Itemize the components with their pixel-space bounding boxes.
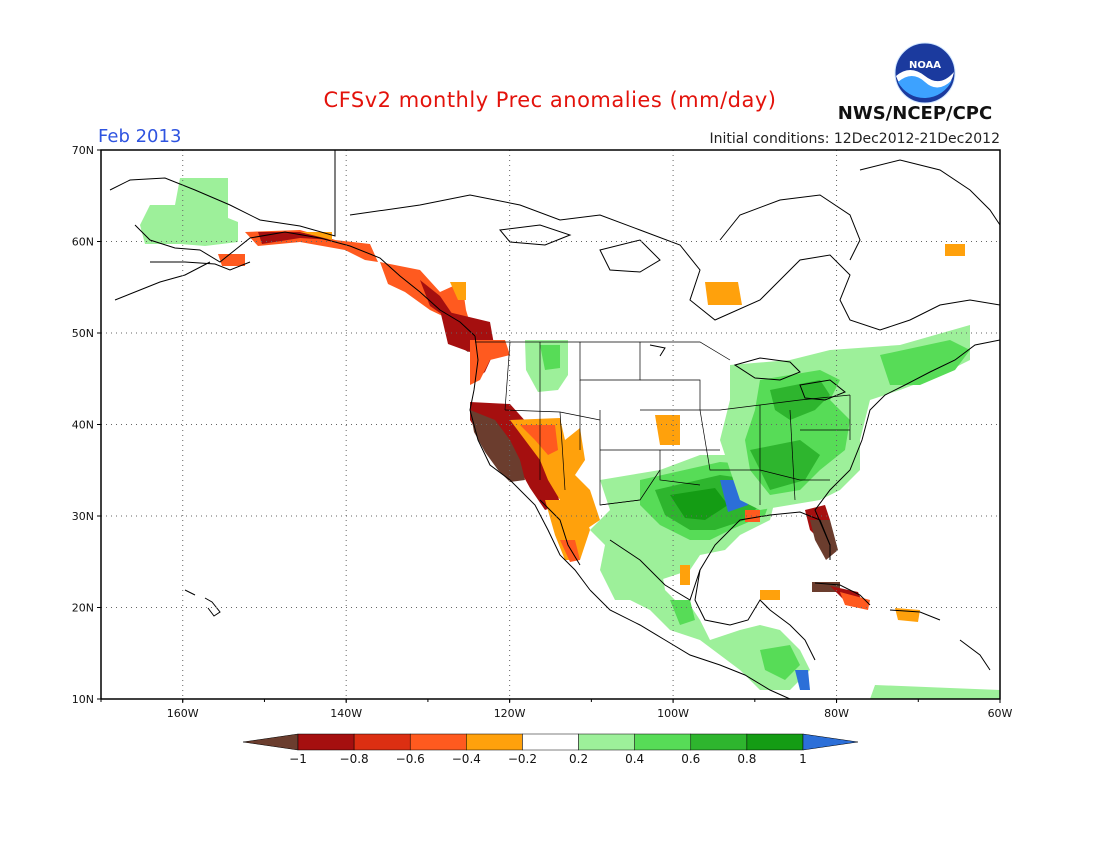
coastlines (109, 150, 1000, 699)
colorbar-label: −0.6 (396, 752, 425, 766)
colorbar-swatch (466, 733, 523, 751)
colorbar-label: 1 (799, 752, 807, 766)
lon-tick-label: 140W (330, 707, 362, 720)
lat-tick-label: 20N (72, 602, 94, 615)
noaa-logo: NOAA (894, 42, 956, 104)
colorbar-label: 0.4 (625, 752, 644, 766)
colorbar-swatch (409, 733, 467, 751)
lat-tick-label: 70N (72, 144, 94, 157)
agency-label: NWS/NCEP/CPC (837, 103, 993, 124)
lon-tick-label: 120W (494, 707, 526, 720)
colorbar: −1 −0.8 −0.6 −0.4 −0.2 0.2 0.4 0.6 0.8 1 (242, 733, 859, 766)
forecast-month: Feb 2013 (98, 126, 182, 147)
colorbar-swatch (522, 733, 579, 751)
initial-conditions: Initial conditions: 12Dec2012-21Dec2012 (709, 131, 1001, 147)
svg-text:NOAA: NOAA (909, 60, 941, 71)
colorbar-label: −0.4 (452, 752, 481, 766)
colorbar-swatch (353, 733, 411, 751)
colorbar-swatch (578, 733, 635, 751)
map-title: CFSv2 monthly Prec anomalies (mm/day) (323, 88, 777, 112)
lon-tick-label: 80W (824, 707, 849, 720)
lat-tick-label: 30N (72, 510, 94, 523)
lon-tick-label: 100W (657, 707, 689, 720)
colorbar-arrow-low (242, 733, 299, 751)
lat-tick-label: 10N (72, 693, 94, 706)
lat-tick-label: 40N (72, 419, 94, 432)
colorbar-label: 0.2 (569, 752, 588, 766)
colorbar-swatch (746, 733, 804, 751)
colorbar-arrow-high (802, 733, 859, 751)
colorbar-swatch (634, 733, 692, 751)
lat-tick-label: 60N (72, 236, 94, 249)
colorbar-label: −1 (289, 752, 307, 766)
political-borders (475, 341, 851, 506)
colorbar-label: 0.6 (681, 752, 700, 766)
map-axes: 70N 60N 50N 40N 30N 20N 10N 160W 140W 120W 100W 80W… (72, 144, 1013, 720)
lat-tick-label: 50N (72, 327, 94, 340)
colorbar-label: −0.8 (340, 752, 369, 766)
colorbar-swatch (297, 733, 355, 751)
lon-tick-label: 60W (988, 707, 1013, 720)
colorbar-label: −0.2 (508, 752, 537, 766)
colorbar-label: 0.8 (737, 752, 756, 766)
anomaly-layer (140, 178, 1000, 699)
colorbar-swatch (690, 733, 748, 751)
lon-tick-label: 160W (167, 707, 199, 720)
